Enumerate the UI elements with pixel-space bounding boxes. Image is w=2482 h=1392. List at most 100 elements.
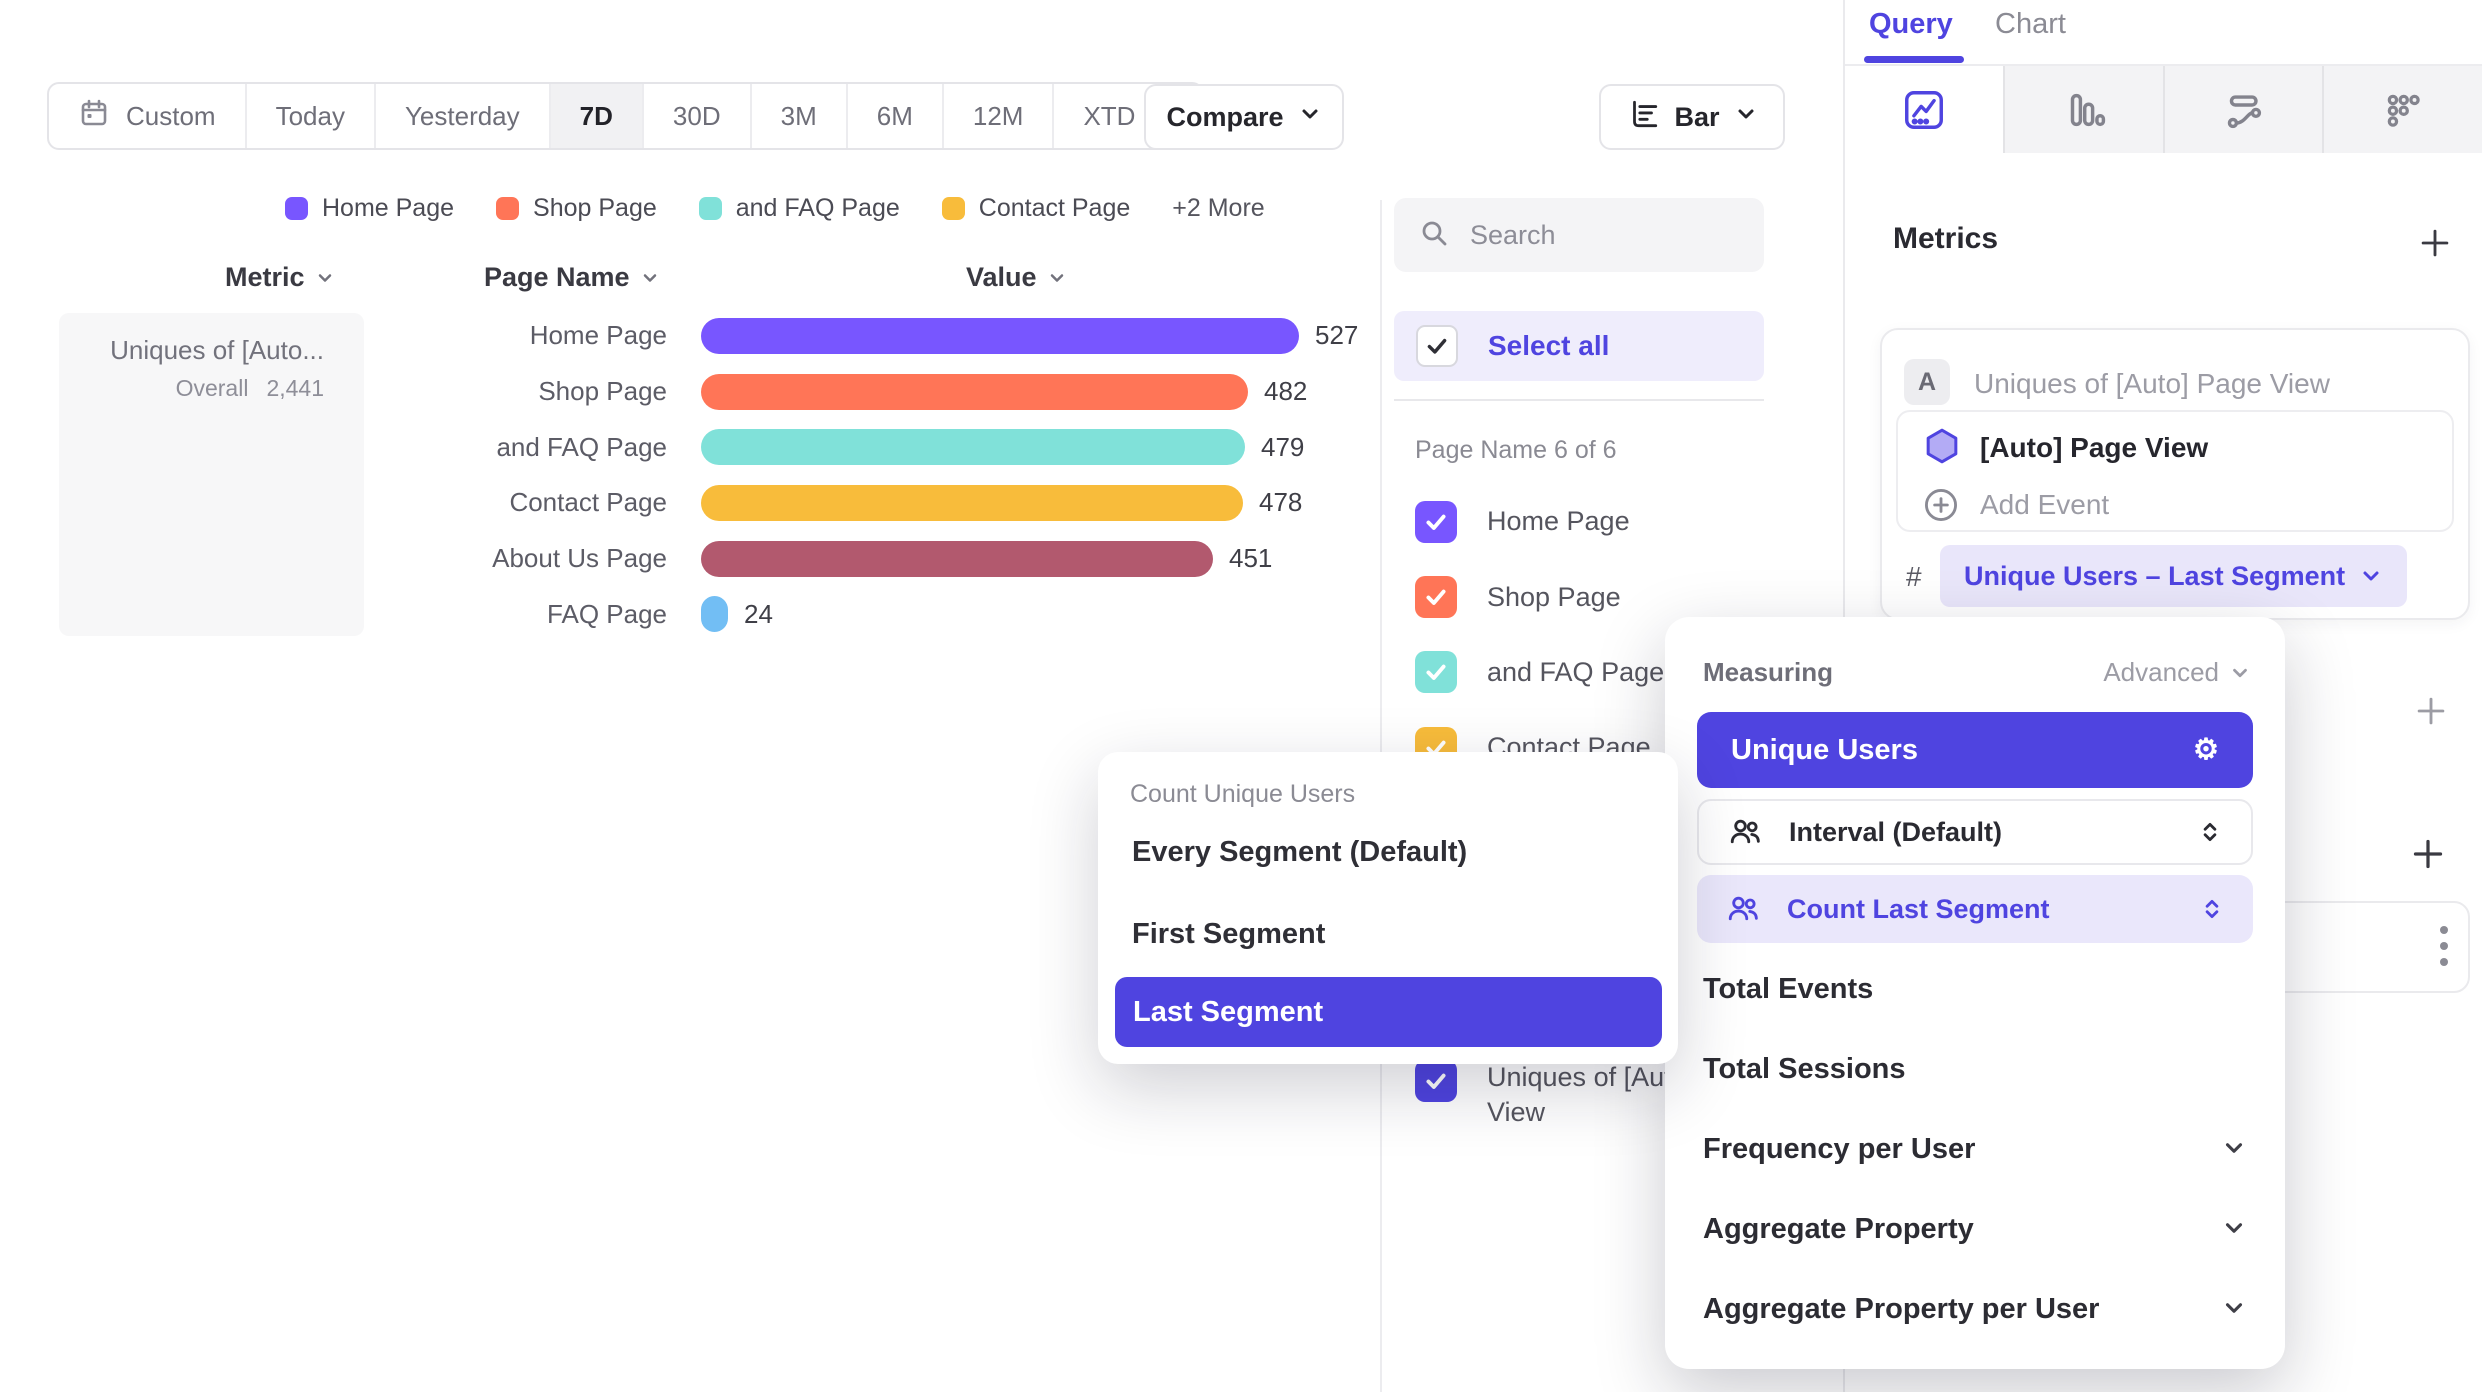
range-30d[interactable]: 30D xyxy=(644,84,752,148)
stepper-icon[interactable] xyxy=(2199,896,2225,922)
advanced-toggle[interactable]: Advanced xyxy=(2103,657,2251,688)
compare-label: Compare xyxy=(1166,101,1284,132)
range-3m[interactable]: 3M xyxy=(752,84,848,148)
range-today[interactable]: Today xyxy=(247,84,376,148)
add-filter-button[interactable] xyxy=(2412,692,2450,735)
legend-item[interactable]: Shop Page xyxy=(496,194,657,223)
header-label: Value xyxy=(966,262,1037,292)
filter-item-label: and FAQ Page xyxy=(1487,656,1665,687)
legend-item[interactable]: and FAQ Page xyxy=(698,194,900,223)
bar-value: 479 xyxy=(1261,431,1305,462)
column-header-metric[interactable]: Metric xyxy=(225,262,335,293)
segment-option-last-segment[interactable]: Last Segment xyxy=(1115,977,1662,1047)
legend-more[interactable]: +2 More xyxy=(1172,194,1265,222)
range-xtd[interactable]: XTD xyxy=(1054,84,1202,148)
event-name[interactable]: [Auto] Page View xyxy=(1980,432,2209,463)
chart-type-button[interactable]: Bar xyxy=(1599,84,1785,150)
count-last-segment-row[interactable]: Count Last Segment xyxy=(1697,875,2253,943)
legend-label: and FAQ Page xyxy=(735,194,900,222)
select-all-checkbox[interactable] xyxy=(1416,325,1458,367)
segment-option-first-segment[interactable]: First Segment xyxy=(1132,918,1326,950)
bar[interactable] xyxy=(701,317,1299,354)
breakdown-card[interactable] xyxy=(2262,901,2470,993)
select-all-row[interactable]: Select all xyxy=(1394,311,1764,381)
bar[interactable] xyxy=(701,429,1245,466)
insights-chart-icon xyxy=(1904,90,1943,129)
bar[interactable] xyxy=(701,540,1213,577)
add-event-label[interactable]: Add Event xyxy=(1980,489,2110,520)
range-6m[interactable]: 6M xyxy=(848,84,944,148)
tab-query[interactable]: Query xyxy=(1869,8,1953,40)
tab-flow-chart[interactable] xyxy=(2162,66,2323,153)
overall-value: 2,441 xyxy=(266,375,324,401)
legend-item[interactable]: Home Page xyxy=(285,194,454,223)
checkbox-checked[interactable] xyxy=(1415,1060,1457,1102)
chevron-down-icon xyxy=(643,273,656,282)
compare-button[interactable]: Compare xyxy=(1144,84,1344,150)
legend-item[interactable]: Contact Page xyxy=(941,194,1130,223)
checkmark-icon xyxy=(1427,338,1447,354)
hexagon-icon xyxy=(1922,426,1962,471)
bar[interactable] xyxy=(701,484,1243,521)
tab-insights-chart[interactable] xyxy=(1845,66,2003,153)
column-header-value[interactable]: Value xyxy=(966,262,1067,293)
segment-option-every-segment[interactable]: Every Segment (Default) xyxy=(1132,836,1468,868)
bar-row: FAQ Page 24 xyxy=(0,586,1370,642)
measuring-option-total-sessions[interactable]: Total Sessions xyxy=(1703,1053,1906,1085)
add-breakdown-button[interactable] xyxy=(2408,834,2448,879)
bar-value: 478 xyxy=(1259,487,1303,518)
interval-stepper-row[interactable]: Interval (Default) xyxy=(1697,799,2253,865)
checkbox-checked[interactable] xyxy=(1415,500,1457,543)
measuring-option-aggregate-property[interactable]: Aggregate Property xyxy=(1703,1213,1974,1245)
range-7d[interactable]: 7D xyxy=(550,84,644,148)
range-yesterday[interactable]: Yesterday xyxy=(376,84,551,148)
checkmark-icon xyxy=(1426,665,1446,681)
tab-chart[interactable]: Chart xyxy=(1995,8,2066,40)
kebab-icon[interactable] xyxy=(2436,920,2452,981)
range-label: 3M xyxy=(780,100,817,131)
plus-icon xyxy=(2413,839,2443,869)
metrics-section-title: Metrics xyxy=(1893,222,1999,255)
filter-checkbox-row[interactable]: and FAQ Page xyxy=(1415,635,1775,710)
metric-summary-card[interactable]: Uniques of [Auto... Overall 2,441 xyxy=(59,313,364,636)
gear-icon[interactable]: ⚙ xyxy=(2193,733,2219,766)
range-custom-label: Custom xyxy=(126,100,216,131)
measuring-option-unique-users[interactable]: Unique Users ⚙ xyxy=(1697,712,2253,788)
checkbox-checked[interactable] xyxy=(1415,651,1457,694)
range-label: Today xyxy=(275,100,345,131)
range-12m[interactable]: 12M xyxy=(944,84,1055,148)
calendar-icon xyxy=(78,97,110,136)
aggregation-pill[interactable]: Unique Users – Last Segment xyxy=(1940,545,2408,607)
search-input[interactable] xyxy=(1468,218,1722,252)
filter-item-label: Home Page xyxy=(1487,506,1630,537)
date-range-toolbar: Custom Today Yesterday 7D 30D 3M 6M 12M … xyxy=(47,82,1205,150)
tab-funnel-chart[interactable] xyxy=(2002,66,2163,153)
range-label: Yesterday xyxy=(404,100,520,131)
legend-swatch xyxy=(698,197,722,220)
bar-chart: Home Page 527 Shop Page 482 and FAQ Page 479 C… xyxy=(0,308,1370,642)
chevron-down-icon[interactable] xyxy=(2221,1135,2247,1166)
chevron-down-icon[interactable] xyxy=(2221,1215,2247,1246)
add-metric-button[interactable] xyxy=(2416,224,2454,267)
bar-row: Shop Page 482 xyxy=(0,364,1370,420)
search-box[interactable] xyxy=(1394,198,1764,272)
measuring-option-frequency-per-user[interactable]: Frequency per User xyxy=(1703,1133,1976,1165)
filter-checkbox-row[interactable]: Shop Page xyxy=(1415,559,1775,634)
aggregation-pill-label: Unique Users – Last Segment xyxy=(1964,560,2346,591)
chevron-down-icon xyxy=(2363,571,2379,581)
range-custom[interactable]: Custom xyxy=(49,84,247,148)
range-label: 6M xyxy=(876,100,913,131)
measuring-option-aggregate-property-per-user[interactable]: Aggregate Property per User xyxy=(1703,1293,2100,1325)
filter-checkbox-row[interactable]: Home Page xyxy=(1415,484,1775,559)
tab-retention-chart[interactable] xyxy=(2322,66,2482,153)
circle-plus-icon[interactable] xyxy=(1922,486,1960,529)
stepper-icon[interactable] xyxy=(2197,819,2223,845)
range-label: 12M xyxy=(972,100,1024,131)
bar[interactable] xyxy=(701,373,1248,410)
measuring-option-total-events[interactable]: Total Events xyxy=(1703,973,1874,1005)
checkbox-checked[interactable] xyxy=(1415,576,1457,619)
event-card xyxy=(1896,410,2454,532)
column-header-page-name[interactable]: Page Name xyxy=(484,262,660,293)
chevron-down-icon[interactable] xyxy=(2221,1295,2247,1326)
bar[interactable] xyxy=(701,596,728,633)
